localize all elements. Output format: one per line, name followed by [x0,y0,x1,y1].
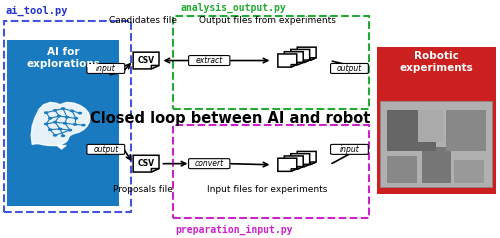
Text: CSV: CSV [138,56,154,65]
Text: output: output [337,64,362,73]
Circle shape [54,135,56,136]
Polygon shape [133,155,159,172]
Circle shape [48,129,51,130]
Circle shape [70,110,74,112]
Circle shape [44,112,48,113]
Bar [173,16,370,109]
Polygon shape [57,145,66,149]
Bar [454,160,484,183]
Bar [377,47,496,194]
Polygon shape [304,60,310,63]
Circle shape [54,110,56,111]
Polygon shape [278,54,296,67]
Text: Robotic
experiments: Robotic experiments [400,51,473,73]
Polygon shape [152,169,159,172]
Circle shape [64,123,66,124]
Polygon shape [31,103,90,145]
Polygon shape [310,58,316,60]
Polygon shape [152,65,159,69]
Text: convert: convert [194,159,224,168]
Polygon shape [291,169,296,171]
Polygon shape [284,52,303,65]
Polygon shape [297,151,316,164]
Bar [380,101,492,188]
FancyBboxPatch shape [188,55,230,65]
Polygon shape [304,164,310,167]
Bar [8,40,119,206]
Polygon shape [298,62,303,65]
FancyBboxPatch shape [87,144,124,154]
Polygon shape [133,52,159,69]
Circle shape [74,118,78,119]
Polygon shape [297,47,316,60]
Bar [386,110,436,151]
Circle shape [62,108,64,109]
FancyBboxPatch shape [330,144,368,154]
Polygon shape [298,167,303,169]
Circle shape [58,128,61,130]
Polygon shape [284,156,303,169]
Bar [418,110,443,142]
Circle shape [48,118,51,119]
Circle shape [78,112,82,114]
Bar [446,110,486,151]
FancyBboxPatch shape [330,64,368,74]
Circle shape [62,135,64,136]
Text: Candidates file: Candidates file [109,16,177,25]
Bar [4,21,130,212]
Text: Output files from experiments: Output files from experiments [199,16,336,25]
Text: CSV: CSV [138,159,154,168]
Circle shape [58,115,60,117]
Text: output: output [93,145,118,154]
Polygon shape [291,64,296,67]
Polygon shape [310,162,316,164]
Polygon shape [291,154,310,167]
Bar [173,125,370,218]
Text: AI for
explorations: AI for explorations [26,47,100,69]
FancyBboxPatch shape [87,64,124,74]
Text: Proposals file: Proposals file [113,185,173,194]
Text: Closed loop between AI and robot: Closed loop between AI and robot [90,111,370,126]
Bar [386,156,416,183]
Circle shape [74,124,76,125]
Circle shape [68,129,71,131]
FancyBboxPatch shape [188,159,230,169]
Text: preparation_input.py: preparation_input.py [176,225,293,235]
Circle shape [82,124,85,126]
Text: extract: extract [196,56,223,65]
Text: analysis_output.py: analysis_output.py [180,3,286,13]
Circle shape [66,117,68,118]
Polygon shape [278,158,296,171]
Text: input: input [96,64,116,73]
Circle shape [44,123,48,125]
Bar [422,147,452,183]
Circle shape [54,121,56,123]
Text: input: input [340,145,359,154]
Text: Input files for experiments: Input files for experiments [207,185,328,194]
Polygon shape [291,50,310,63]
Text: ai_tool.py: ai_tool.py [6,6,68,16]
